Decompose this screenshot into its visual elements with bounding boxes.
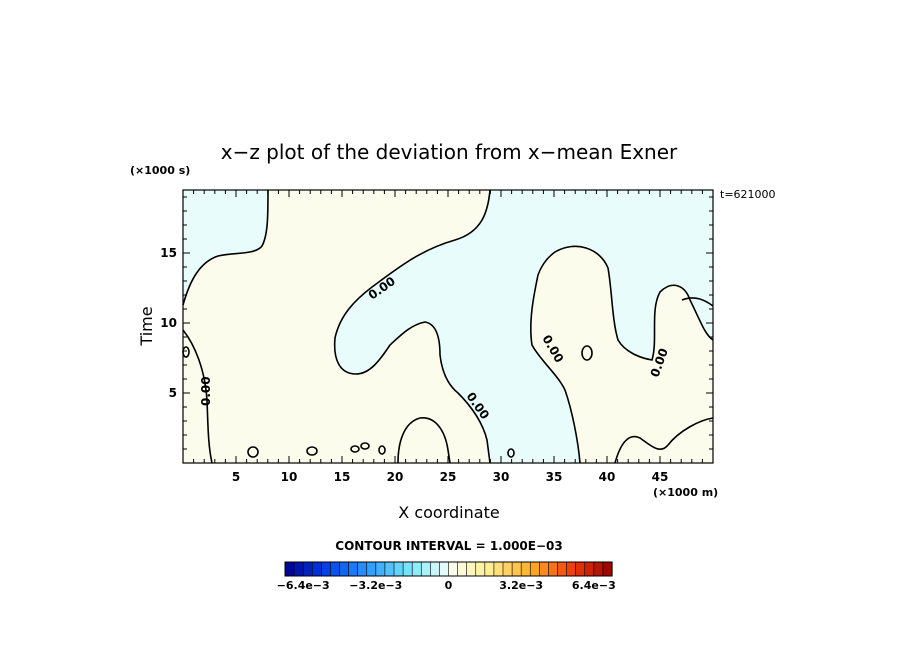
- x-axis-label: X coordinate: [398, 503, 499, 522]
- colorbar-swatch: [357, 561, 368, 577]
- x-tick-label: 15: [334, 470, 351, 484]
- contour-small-loop-1: [306, 446, 318, 456]
- colorbar-swatch: [457, 561, 468, 577]
- colorbar-swatch: [348, 561, 359, 577]
- colorbar-swatch: [511, 561, 522, 577]
- contour-lines: [182, 189, 714, 464]
- contour-left-edge: [182, 329, 213, 464]
- colorbar-swatch: [302, 561, 313, 577]
- x-axis-ticks: 5 10 15 20 25 30 35 40 45: [232, 470, 669, 484]
- colorbar-swatch: [420, 561, 431, 577]
- y-tick-label: 15: [160, 246, 177, 260]
- y-tick-label: 10: [160, 316, 177, 330]
- colorbar-swatch: [584, 561, 595, 577]
- colorbar-swatch: [575, 561, 586, 577]
- positive-region-right: [530, 246, 713, 463]
- colorbar-swatch: [593, 561, 604, 577]
- contour-small-loop-7: [247, 446, 259, 458]
- colorbar-swatch: [475, 561, 486, 577]
- colorbar-swatch: [439, 561, 450, 577]
- contour-small-loop-4: [378, 445, 386, 455]
- chart-title: x−z plot of the deviation from x−mean Ex…: [221, 140, 678, 164]
- x-tick-label: 5: [232, 470, 240, 484]
- y-axis-label: Time: [137, 306, 156, 346]
- contour-right-lobe: [529, 245, 714, 464]
- colorbar-swatch: [366, 561, 377, 577]
- colorbar-swatch: [493, 561, 504, 577]
- x-tick-label: 10: [281, 470, 298, 484]
- contour-interval-note: CONTOUR INTERVAL = 1.000E−03: [335, 539, 562, 553]
- y-unit-label: (×1000 s): [130, 164, 190, 177]
- colorbar-swatch: [284, 561, 295, 577]
- colorbar-swatch: [393, 561, 404, 577]
- colorbar-swatch: [430, 561, 441, 577]
- colorbar-swatch: [548, 561, 559, 577]
- colorbar-swatch: [557, 561, 568, 577]
- positive-region-main: [183, 190, 490, 463]
- minor-ticks: [183, 190, 713, 463]
- colorbar-swatch: [411, 561, 422, 577]
- contour-small-loop-2: [350, 445, 360, 453]
- contour-right-bottom: [614, 417, 714, 464]
- colorbar-tick-label: 3.2e−3: [499, 579, 543, 592]
- contour-right-notch: [681, 297, 714, 307]
- colorbar-swatch: [321, 561, 332, 577]
- contour-small-loop-6: [581, 345, 593, 361]
- colorbar-swatch: [311, 561, 322, 577]
- colorbar-tick-label: −3.2e−3: [349, 579, 402, 592]
- contour-small-loop-5: [507, 448, 515, 458]
- colorbar: −6.4e−3 −3.2e−3 0 3.2e−3 6.4e−3: [277, 561, 616, 592]
- x-tick-label: 40: [599, 470, 616, 484]
- x-tick-label: 25: [440, 470, 457, 484]
- colorbar-tick-label: 0: [445, 579, 453, 592]
- colorbar-swatch: [402, 561, 413, 577]
- colorbar-swatch: [330, 561, 341, 577]
- contour-label: 0.00: [199, 376, 213, 406]
- colorbar-swatch: [375, 561, 386, 577]
- colorbar-swatch: [520, 561, 531, 577]
- x-tick-label: 30: [493, 470, 510, 484]
- colorbar-swatch: [566, 561, 577, 577]
- colorbar-frame: [284, 561, 613, 577]
- colorbar-swatch: [502, 561, 513, 577]
- colorbar-swatch: [539, 561, 550, 577]
- colorbar-swatch: [529, 561, 540, 577]
- time-stamp: t=621000: [720, 188, 776, 201]
- contour-main-boundary: [182, 189, 269, 306]
- x-unit-label: (×1000 m): [653, 486, 718, 499]
- colorbar-swatch: [466, 561, 477, 577]
- colorbar-swatch: [602, 561, 613, 577]
- colorbar-swatch: [384, 561, 395, 577]
- contour-bottom-mound: [397, 417, 451, 464]
- colorbar-swatch: [484, 561, 495, 577]
- colorbar-tick-label: −6.4e−3: [277, 579, 330, 592]
- plot-area: 0.00 0.00 0.00 0.00 0.00 5 10 15 20 25 30 35 40…: [160, 189, 714, 484]
- colorbar-swatch: [293, 561, 304, 577]
- colorbar-swatch: [448, 561, 459, 577]
- y-tick-label: 5: [169, 386, 177, 400]
- colorbar-swatch: [339, 561, 350, 577]
- y-axis-ticks: 5 10 15: [160, 246, 177, 400]
- positive-regions: [183, 190, 713, 463]
- x-tick-label: 20: [387, 470, 404, 484]
- contour-upper-lobe: [333, 189, 491, 464]
- contour-small-loop-3: [360, 442, 370, 450]
- colorbar-tick-label: 6.4e−3: [572, 579, 616, 592]
- x-tick-label: 35: [546, 470, 563, 484]
- x-tick-label: 45: [652, 470, 669, 484]
